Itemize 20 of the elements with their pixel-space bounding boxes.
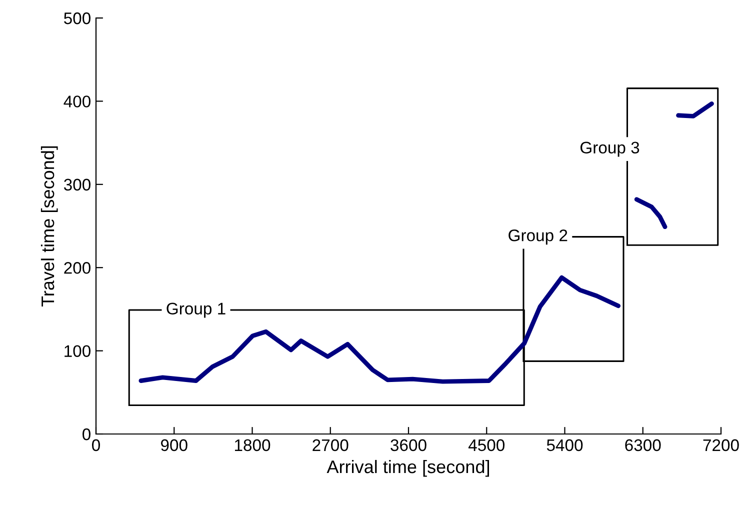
x-tick-label: 7200: [703, 439, 739, 452]
x-tick-label: 1800: [234, 439, 270, 452]
x-tick-label: 900: [161, 439, 188, 452]
annotation: Group 3: [580, 142, 640, 157]
x-axis-title: Arrival time [second]: [326, 460, 489, 477]
x-tick-label: 4500: [468, 439, 505, 452]
annotation: Group 1: [166, 302, 226, 318]
x-tick-label: 0: [92, 439, 100, 452]
y-tick-label: 500: [64, 12, 90, 24]
y-axis-title: Travel time [second]: [40, 146, 58, 307]
x-tick-label: 2700: [312, 439, 348, 452]
x-tick-label: 6300: [625, 439, 661, 452]
y-tick-label: 0: [82, 428, 90, 440]
y-tick-label: 300: [64, 178, 90, 191]
x-tick-label: 3600: [390, 439, 426, 452]
y-tick-label: 200: [64, 262, 90, 274]
y-tick-label: 400: [64, 96, 90, 108]
y-tick-label: 100: [64, 345, 90, 358]
x-tick-label: 5400: [546, 439, 583, 452]
annotation: Group 2: [508, 229, 568, 245]
